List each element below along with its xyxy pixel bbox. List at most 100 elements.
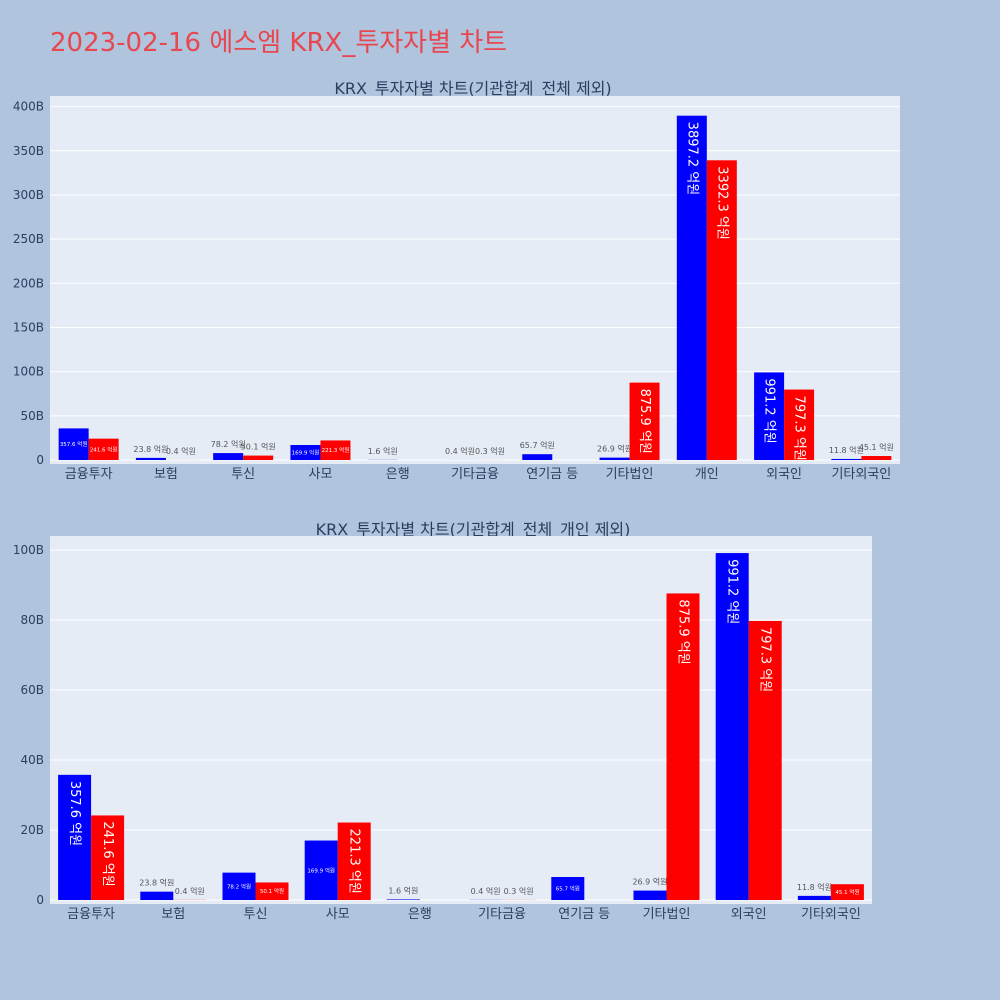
x-tick-label: 연기금 등 xyxy=(526,467,578,482)
y-tick-label: 150B xyxy=(13,320,44,334)
y-tick-label: 0 xyxy=(36,453,44,467)
data-label: 991.2 억원 xyxy=(762,378,777,443)
data-label: 11.8 억원 xyxy=(829,445,864,455)
x-tick-label: 보험 xyxy=(154,467,178,482)
x-tick-label: 은행 xyxy=(408,906,432,922)
bar xyxy=(861,456,892,460)
data-label: 221.3 억원 xyxy=(347,829,362,894)
bar xyxy=(337,822,371,900)
data-label: 65.7 억원 xyxy=(520,440,555,450)
data-label: 45.1 억원 xyxy=(835,888,859,896)
data-label: 169.9 억원 xyxy=(292,448,320,456)
x-tick-label: 연기금 등 xyxy=(558,907,610,922)
x-tick-label: 금융투자 xyxy=(65,467,113,482)
data-label: 1.6 억원 xyxy=(368,446,398,456)
bar xyxy=(135,457,166,460)
x-tick-label: 개인 xyxy=(695,467,719,482)
data-label: 0.3 억원 xyxy=(475,446,505,456)
bar xyxy=(830,884,864,900)
bar xyxy=(290,444,321,460)
data-label: 241.6 억원 xyxy=(90,445,118,453)
y-tick-label: 250B xyxy=(13,232,44,246)
y-tick-label: 40B xyxy=(20,753,44,767)
bar xyxy=(140,891,174,900)
chart-bottom: KRX_투자자별 차트(기관합계_전체_개인 제외) 0 20B 40B 60B 80B… xyxy=(13,520,872,922)
bar xyxy=(599,457,630,460)
bar xyxy=(754,372,785,460)
bar xyxy=(386,899,420,900)
data-label: 0.4 억원 xyxy=(175,886,205,896)
data-label: 797.3 억원 xyxy=(758,627,773,692)
bar xyxy=(676,115,707,461)
data-label: 45.1 억원 xyxy=(859,442,894,452)
chart-title: KRX_투자자별 차트(기관합계_전체 제외) xyxy=(334,79,611,99)
y-tick-label: 60B xyxy=(20,683,44,697)
data-label: 875.9 억원 xyxy=(637,389,652,454)
data-label: 3392.3 억원 xyxy=(714,166,729,240)
data-label: 357.6 억원 xyxy=(67,781,82,846)
x-tick-label: 투신 xyxy=(231,467,255,482)
data-label: 11.8 억원 xyxy=(797,882,832,892)
data-label: 169.9 억원 xyxy=(307,866,335,874)
data-label: 1.6 억원 xyxy=(388,885,418,895)
x-tick-label: 사모 xyxy=(308,467,332,482)
data-label: 23.8 억원 xyxy=(133,444,168,454)
x-tick-label: 외국인 xyxy=(766,467,802,482)
chart-top: KRX_투자자별 차트(기관합계_전체 제외) 0 50B 100B 150B 200B… xyxy=(13,79,900,482)
x-tick-label: 기타금융 xyxy=(451,467,499,482)
x-tick-label: 투신 xyxy=(244,907,268,922)
x-tick-label: 금융투자 xyxy=(67,907,115,922)
bar xyxy=(784,389,815,460)
data-label: 50.1 억원 xyxy=(241,442,276,452)
bar xyxy=(88,438,119,460)
data-label: 875.9 억원 xyxy=(676,599,691,664)
y-tick-label: 300B xyxy=(13,188,44,202)
data-label: 78.2 억원 xyxy=(211,439,246,449)
x-tick-label: 기타외국인 xyxy=(801,907,861,922)
bar xyxy=(243,455,274,460)
data-label: 991.2 억원 xyxy=(725,559,740,624)
bar xyxy=(633,890,667,900)
chart-title: KRX_투자자별 차트(기관합계_전체_개인 제외) xyxy=(316,520,631,540)
data-label: 0.4 억원 xyxy=(166,446,196,456)
data-label: 357.6 억원 xyxy=(60,440,88,448)
data-label: 50.1 억원 xyxy=(260,887,284,895)
x-tick-label: 기타법인 xyxy=(643,907,691,922)
y-tick-label: 400B xyxy=(13,100,44,114)
bar xyxy=(58,774,92,900)
y-tick-label: 50B xyxy=(20,409,44,423)
y-tick-label: 80B xyxy=(20,613,44,627)
y-tick-label: 200B xyxy=(13,276,44,290)
bar xyxy=(666,593,700,900)
x-tick-label: 기타외국인 xyxy=(831,467,891,482)
bar xyxy=(551,877,585,900)
x-tick-label: 외국인 xyxy=(731,907,767,922)
data-label: 221.3 억원 xyxy=(322,446,350,454)
bar xyxy=(91,815,125,900)
bar xyxy=(255,882,289,900)
bar xyxy=(304,840,338,900)
data-label: 23.8 억원 xyxy=(139,878,174,888)
bar xyxy=(629,382,660,460)
bar xyxy=(715,553,749,900)
bar xyxy=(522,454,553,460)
bar xyxy=(58,428,89,460)
bar xyxy=(213,453,244,460)
bar xyxy=(797,895,831,900)
data-label: 78.2 억원 xyxy=(227,882,251,890)
page-title: 2023-02-16 에스엠 KRX_투자자별 차트 xyxy=(50,28,508,58)
x-tick-label: 기타금융 xyxy=(478,907,526,922)
bar xyxy=(222,872,256,900)
bar xyxy=(748,620,782,900)
data-label: 0.3 억원 xyxy=(504,886,534,896)
data-label: 797.3 억원 xyxy=(792,396,807,461)
data-label: 26.9 억원 xyxy=(597,444,632,454)
bar xyxy=(706,160,737,461)
y-tick-label: 0 xyxy=(36,893,44,907)
data-label: 3897.2 억원 xyxy=(684,122,699,196)
y-tick-label: 100B xyxy=(13,365,44,379)
y-tick-label: 100B xyxy=(13,543,44,557)
x-tick-label: 사모 xyxy=(326,907,350,922)
y-tick-label: 20B xyxy=(20,823,44,837)
